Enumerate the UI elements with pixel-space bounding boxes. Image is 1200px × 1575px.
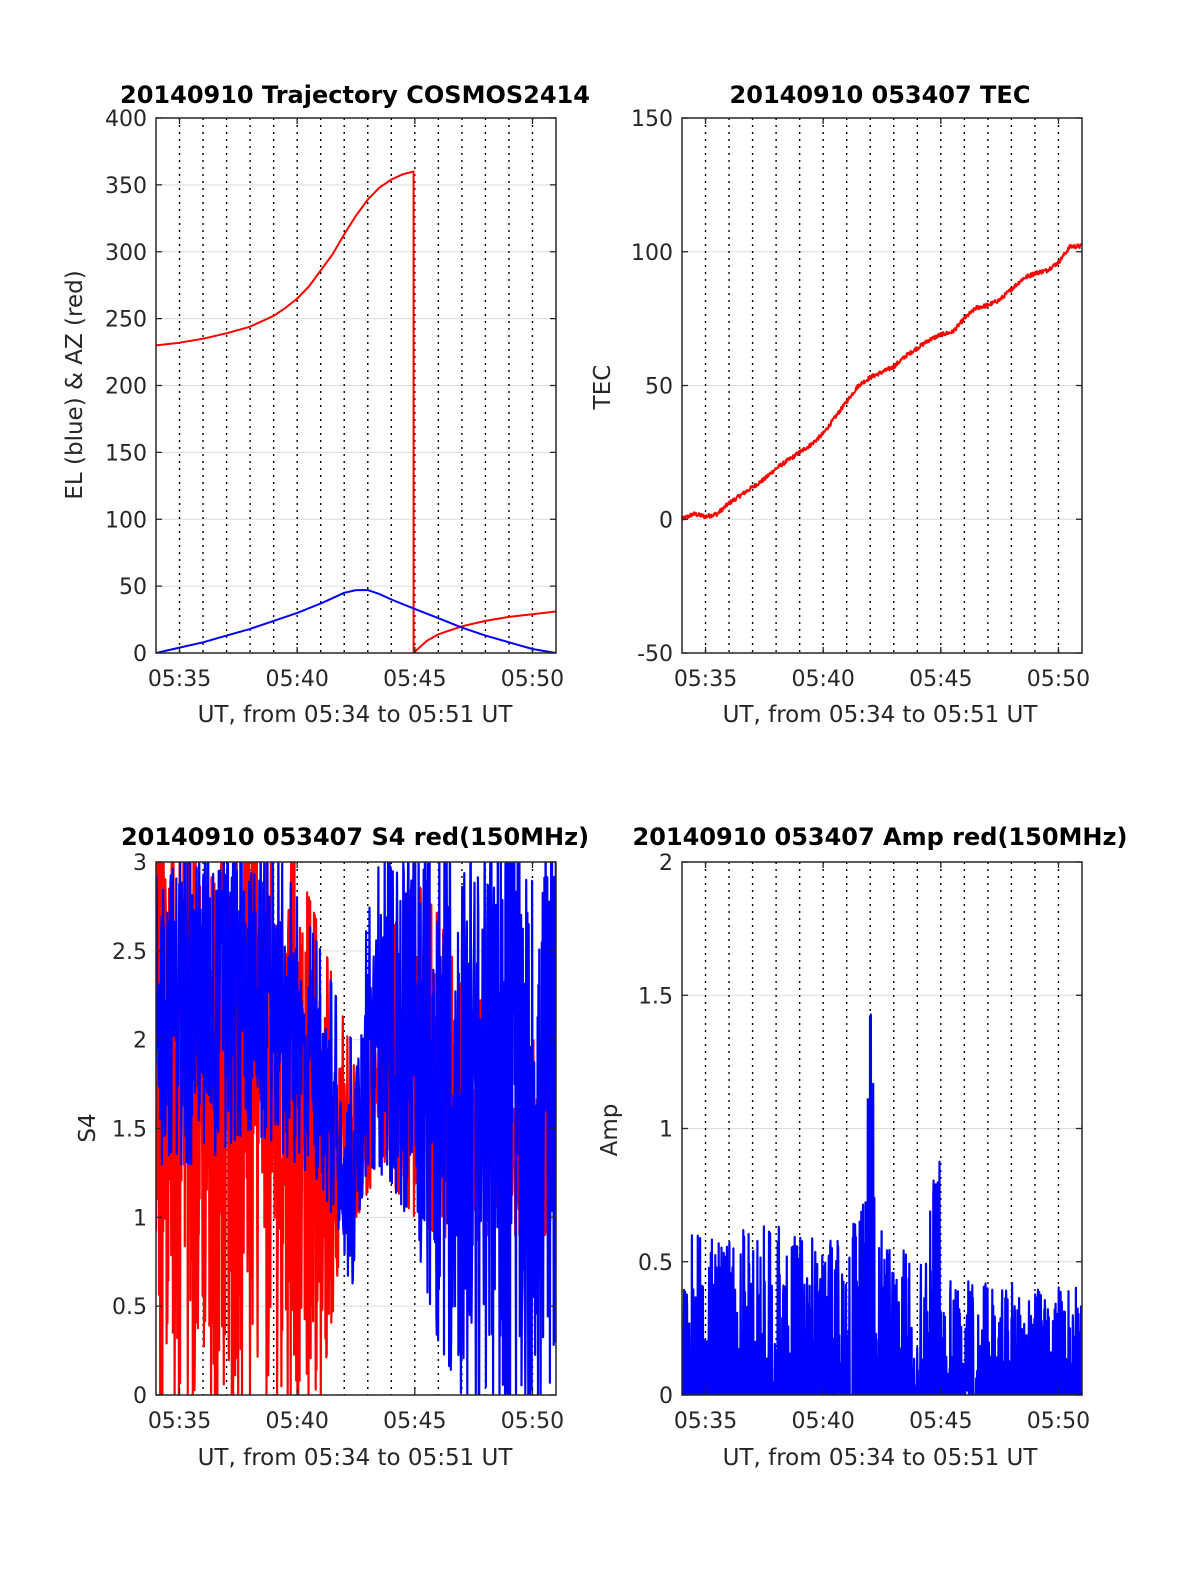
y-tick-label: 1.5: [112, 1118, 147, 1143]
x-tick-label: 05:45: [383, 667, 446, 692]
x-tick-label: 05:50: [501, 1409, 564, 1434]
chart-title: 20140910 053407 TEC: [730, 81, 1031, 109]
y-tick-label: 350: [105, 174, 147, 199]
series-group: [156, 862, 556, 1395]
series-line-blue: [682, 1013, 1082, 1395]
y-tick-label: 150: [105, 441, 147, 466]
y-tick-label: 0.5: [112, 1295, 147, 1320]
y-tick-label: 100: [105, 508, 147, 533]
y-tick-label: -50: [637, 642, 673, 667]
x-tick-label: 05:40: [265, 667, 328, 692]
x-tick-label: 05:40: [791, 667, 854, 692]
x-tick-label: 05:50: [501, 667, 564, 692]
y-tick-label: 400: [105, 107, 147, 132]
series-line-blue: [156, 589, 556, 653]
y-tick-label: 200: [105, 375, 147, 400]
x-tick-label: 05:35: [674, 667, 737, 692]
y-axis-label: TEC: [590, 365, 616, 411]
x-tick-label: 05:40: [791, 1409, 854, 1434]
x-tick-label: 05:50: [1027, 667, 1090, 692]
y-tick-label: 250: [105, 308, 147, 333]
y-axis-label: EL (blue) & AZ (red): [62, 270, 88, 499]
y-tick-label: 0: [133, 642, 147, 667]
y-tick-label: 0.5: [638, 1251, 673, 1276]
x-axis-label: UT, from 05:34 to 05:51 UT: [723, 702, 1039, 728]
series-group: [682, 243, 1082, 521]
y-axis-label: S4: [75, 1113, 101, 1142]
y-axis-label: Amp: [597, 1104, 623, 1157]
x-tick-label: 05:35: [674, 1409, 737, 1434]
series-line-blue: [156, 862, 556, 1395]
x-tick-label: 05:45: [909, 667, 972, 692]
y-tick-label: 0: [659, 1384, 673, 1409]
y-tick-label: 150: [631, 107, 673, 132]
plot-area: [682, 117, 1082, 654]
y-tick-label: 2.5: [112, 940, 147, 965]
y-tick-label: 2: [133, 1029, 147, 1054]
x-axis-label: UT, from 05:34 to 05:51 UT: [198, 702, 514, 728]
y-tick-label: 50: [119, 575, 147, 600]
x-tick-label: 05:40: [265, 1409, 328, 1434]
x-tick-label: 05:45: [909, 1409, 972, 1434]
y-tick-label: 1: [133, 1206, 147, 1231]
trajectory-panel: 20140910 Trajectory COSMOS2414 UT, from …: [62, 81, 590, 728]
series-line-red: [682, 243, 1082, 521]
y-tick-label: 2: [659, 851, 673, 876]
x-tick-label: 05:35: [148, 667, 211, 692]
x-tick-label: 05:35: [148, 1409, 211, 1434]
series-line-red: [156, 170, 556, 653]
y-tick-label: 0: [659, 508, 673, 533]
x-tick-label: 05:45: [383, 1409, 446, 1434]
chart-title: 20140910 053407 Amp red(150MHz): [633, 823, 1128, 851]
chart-title: 20140910 053407 S4 red(150MHz): [121, 823, 589, 851]
x-axis-label: UT, from 05:34 to 05:51 UT: [723, 1445, 1039, 1471]
x-tick-label: 05:50: [1027, 1409, 1090, 1434]
y-tick-label: 3: [133, 851, 147, 876]
s4-panel: 20140910 053407 S4 red(150MHz) UT, from …: [75, 823, 589, 1471]
plot-area: [156, 117, 556, 654]
amp-panel: 20140910 053407 Amp red(150MHz) UT, from…: [597, 823, 1127, 1471]
series-group: [682, 1013, 1082, 1395]
series-group: [156, 170, 556, 653]
chart-title: 20140910 Trajectory COSMOS2414: [120, 81, 590, 109]
y-tick-label: 1: [659, 1118, 673, 1143]
y-tick-label: 100: [631, 241, 673, 266]
y-tick-label: 0: [133, 1384, 147, 1409]
y-tick-label: 1.5: [638, 984, 673, 1009]
y-tick-label: 50: [645, 375, 673, 400]
x-axis-label: UT, from 05:34 to 05:51 UT: [198, 1445, 514, 1471]
y-tick-label: 300: [105, 241, 147, 266]
tec-panel: 20140910 053407 TEC UT, from 05:34 to 05…: [590, 81, 1090, 728]
